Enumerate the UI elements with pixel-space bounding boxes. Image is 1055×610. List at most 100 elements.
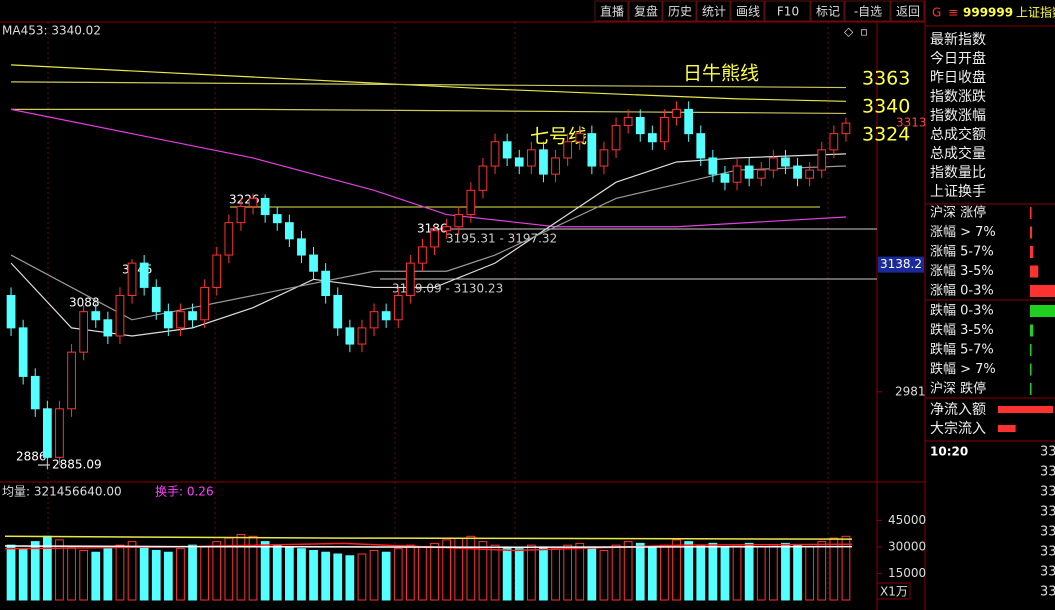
- candle-body: [248, 197, 258, 207]
- toolbar-button-bg[interactable]: [628, 0, 663, 22]
- flow-label: 大宗流入: [930, 421, 986, 437]
- volume-bar: [829, 537, 839, 601]
- toolbar-button-bg[interactable]: [764, 0, 811, 22]
- price-col: 33: [1040, 545, 1055, 560]
- volume-bar: [611, 544, 621, 601]
- candle-body: [587, 133, 597, 167]
- candle-body: [79, 311, 89, 353]
- candle-body: [647, 133, 657, 143]
- volume-bar: [805, 546, 815, 601]
- volume-tick-label: 15000: [888, 566, 926, 580]
- breadth-bar: [1030, 285, 1055, 297]
- candle-body: [236, 205, 246, 224]
- volume-bar: [139, 546, 149, 601]
- toolbar-button[interactable]: F10: [777, 5, 799, 19]
- flow-label: 净流入额: [930, 402, 986, 418]
- ma-line: [10, 153, 846, 337]
- toolbar-button-bg[interactable]: [662, 0, 697, 22]
- volume-bar: [127, 541, 137, 601]
- panel-field: 最新指数: [930, 32, 986, 48]
- candle-body: [18, 327, 28, 377]
- volume-bar: [514, 548, 524, 601]
- price-col: 33: [1040, 465, 1055, 480]
- candle-body: [333, 295, 343, 329]
- volume-label: 均量: 321456640.00: [2, 485, 122, 499]
- candle-body: [696, 133, 706, 159]
- breadth-bar: [1030, 207, 1032, 219]
- volume-bar: [188, 544, 197, 601]
- toolbar-button-bg[interactable]: [844, 0, 891, 22]
- icon-box[interactable]: ▫: [860, 25, 868, 39]
- toolbar-button-bg[interactable]: [594, 0, 629, 22]
- volume-bar: [260, 541, 270, 601]
- volume-bar: [720, 546, 730, 601]
- volume-bar: [539, 546, 548, 601]
- volume-bar: [708, 542, 718, 601]
- breadth-bar: [1030, 265, 1039, 278]
- toolbar-button[interactable]: 统计: [702, 5, 726, 19]
- volume-bar: [768, 544, 778, 601]
- vgrid: [47, 22, 829, 600]
- volume-bar: [381, 551, 391, 601]
- volume-bar: [284, 546, 294, 601]
- candle-body: [623, 116, 633, 127]
- candle-body: [309, 254, 318, 272]
- candle-body: [357, 327, 367, 345]
- breadth-label: 涨幅 3-5%: [930, 264, 994, 279]
- volume-bar: [490, 544, 500, 601]
- toolbar-button[interactable]: 历史: [668, 5, 692, 19]
- annotation: 3186: [417, 222, 448, 236]
- ma-line: [11, 81, 846, 89]
- toolbar-button[interactable]: 直播: [600, 5, 624, 19]
- candle-body: [829, 133, 839, 151]
- toolbar-button-bg[interactable]: [810, 0, 845, 22]
- candle-body: [744, 165, 754, 179]
- breadth-label: 跌幅 0-3%: [930, 303, 994, 319]
- candle-body: [272, 214, 282, 224]
- toolbar-button[interactable]: -自选: [854, 5, 882, 19]
- icon-diamond[interactable]: ◇: [844, 25, 854, 39]
- candle-body: [176, 311, 185, 329]
- candle-body: [756, 169, 766, 179]
- ma-line: [11, 64, 846, 102]
- volume-bar: [272, 544, 282, 601]
- volume-bar: [357, 553, 367, 601]
- volume-bar: [793, 544, 802, 601]
- candle-body: [369, 311, 379, 329]
- annotation: 2886: [16, 450, 47, 464]
- candle-body: [526, 149, 536, 167]
- annotation: 3088: [69, 296, 100, 310]
- volume-bar: [176, 548, 185, 601]
- toolbar-button-bg[interactable]: [696, 0, 731, 22]
- volume-bar: [478, 541, 488, 601]
- volume-tick-label: 30000: [888, 539, 926, 553]
- annotation: 3129.09 - 3130.23: [392, 282, 503, 296]
- candle-body: [430, 230, 439, 248]
- candle-body: [514, 157, 524, 167]
- panel-name: 上证指数: [1016, 5, 1055, 20]
- price-col: 33: [1040, 565, 1055, 580]
- candle-body: [490, 141, 500, 167]
- breadth-bar: [1030, 383, 1032, 395]
- panel-field: 总成交额: [930, 126, 986, 143]
- volume-bar: [236, 534, 246, 601]
- toolbar-button-bg[interactable]: [730, 0, 765, 22]
- toolbar-button[interactable]: 画线: [736, 5, 760, 19]
- candle-body: [841, 122, 851, 135]
- panel-code: 999999: [963, 6, 1013, 20]
- toolbar-button[interactable]: 标记: [816, 5, 840, 19]
- candle-body: [260, 197, 270, 216]
- volume-bar: [599, 549, 609, 601]
- toolbar-button-bg[interactable]: [890, 0, 925, 22]
- breadth-label: 跌幅 5-7%: [930, 342, 994, 358]
- candle-body: [30, 375, 40, 410]
- annotation: 3195.31 - 3197.32: [446, 232, 557, 246]
- volume-bar: [6, 544, 16, 601]
- volume-bar: [660, 544, 669, 601]
- marker-bg: [878, 256, 924, 273]
- toolbar-button[interactable]: 复盘: [634, 4, 658, 19]
- candle-body: [551, 157, 560, 175]
- toolbar-button[interactable]: 返回: [896, 5, 920, 19]
- volume-bar: [587, 546, 597, 601]
